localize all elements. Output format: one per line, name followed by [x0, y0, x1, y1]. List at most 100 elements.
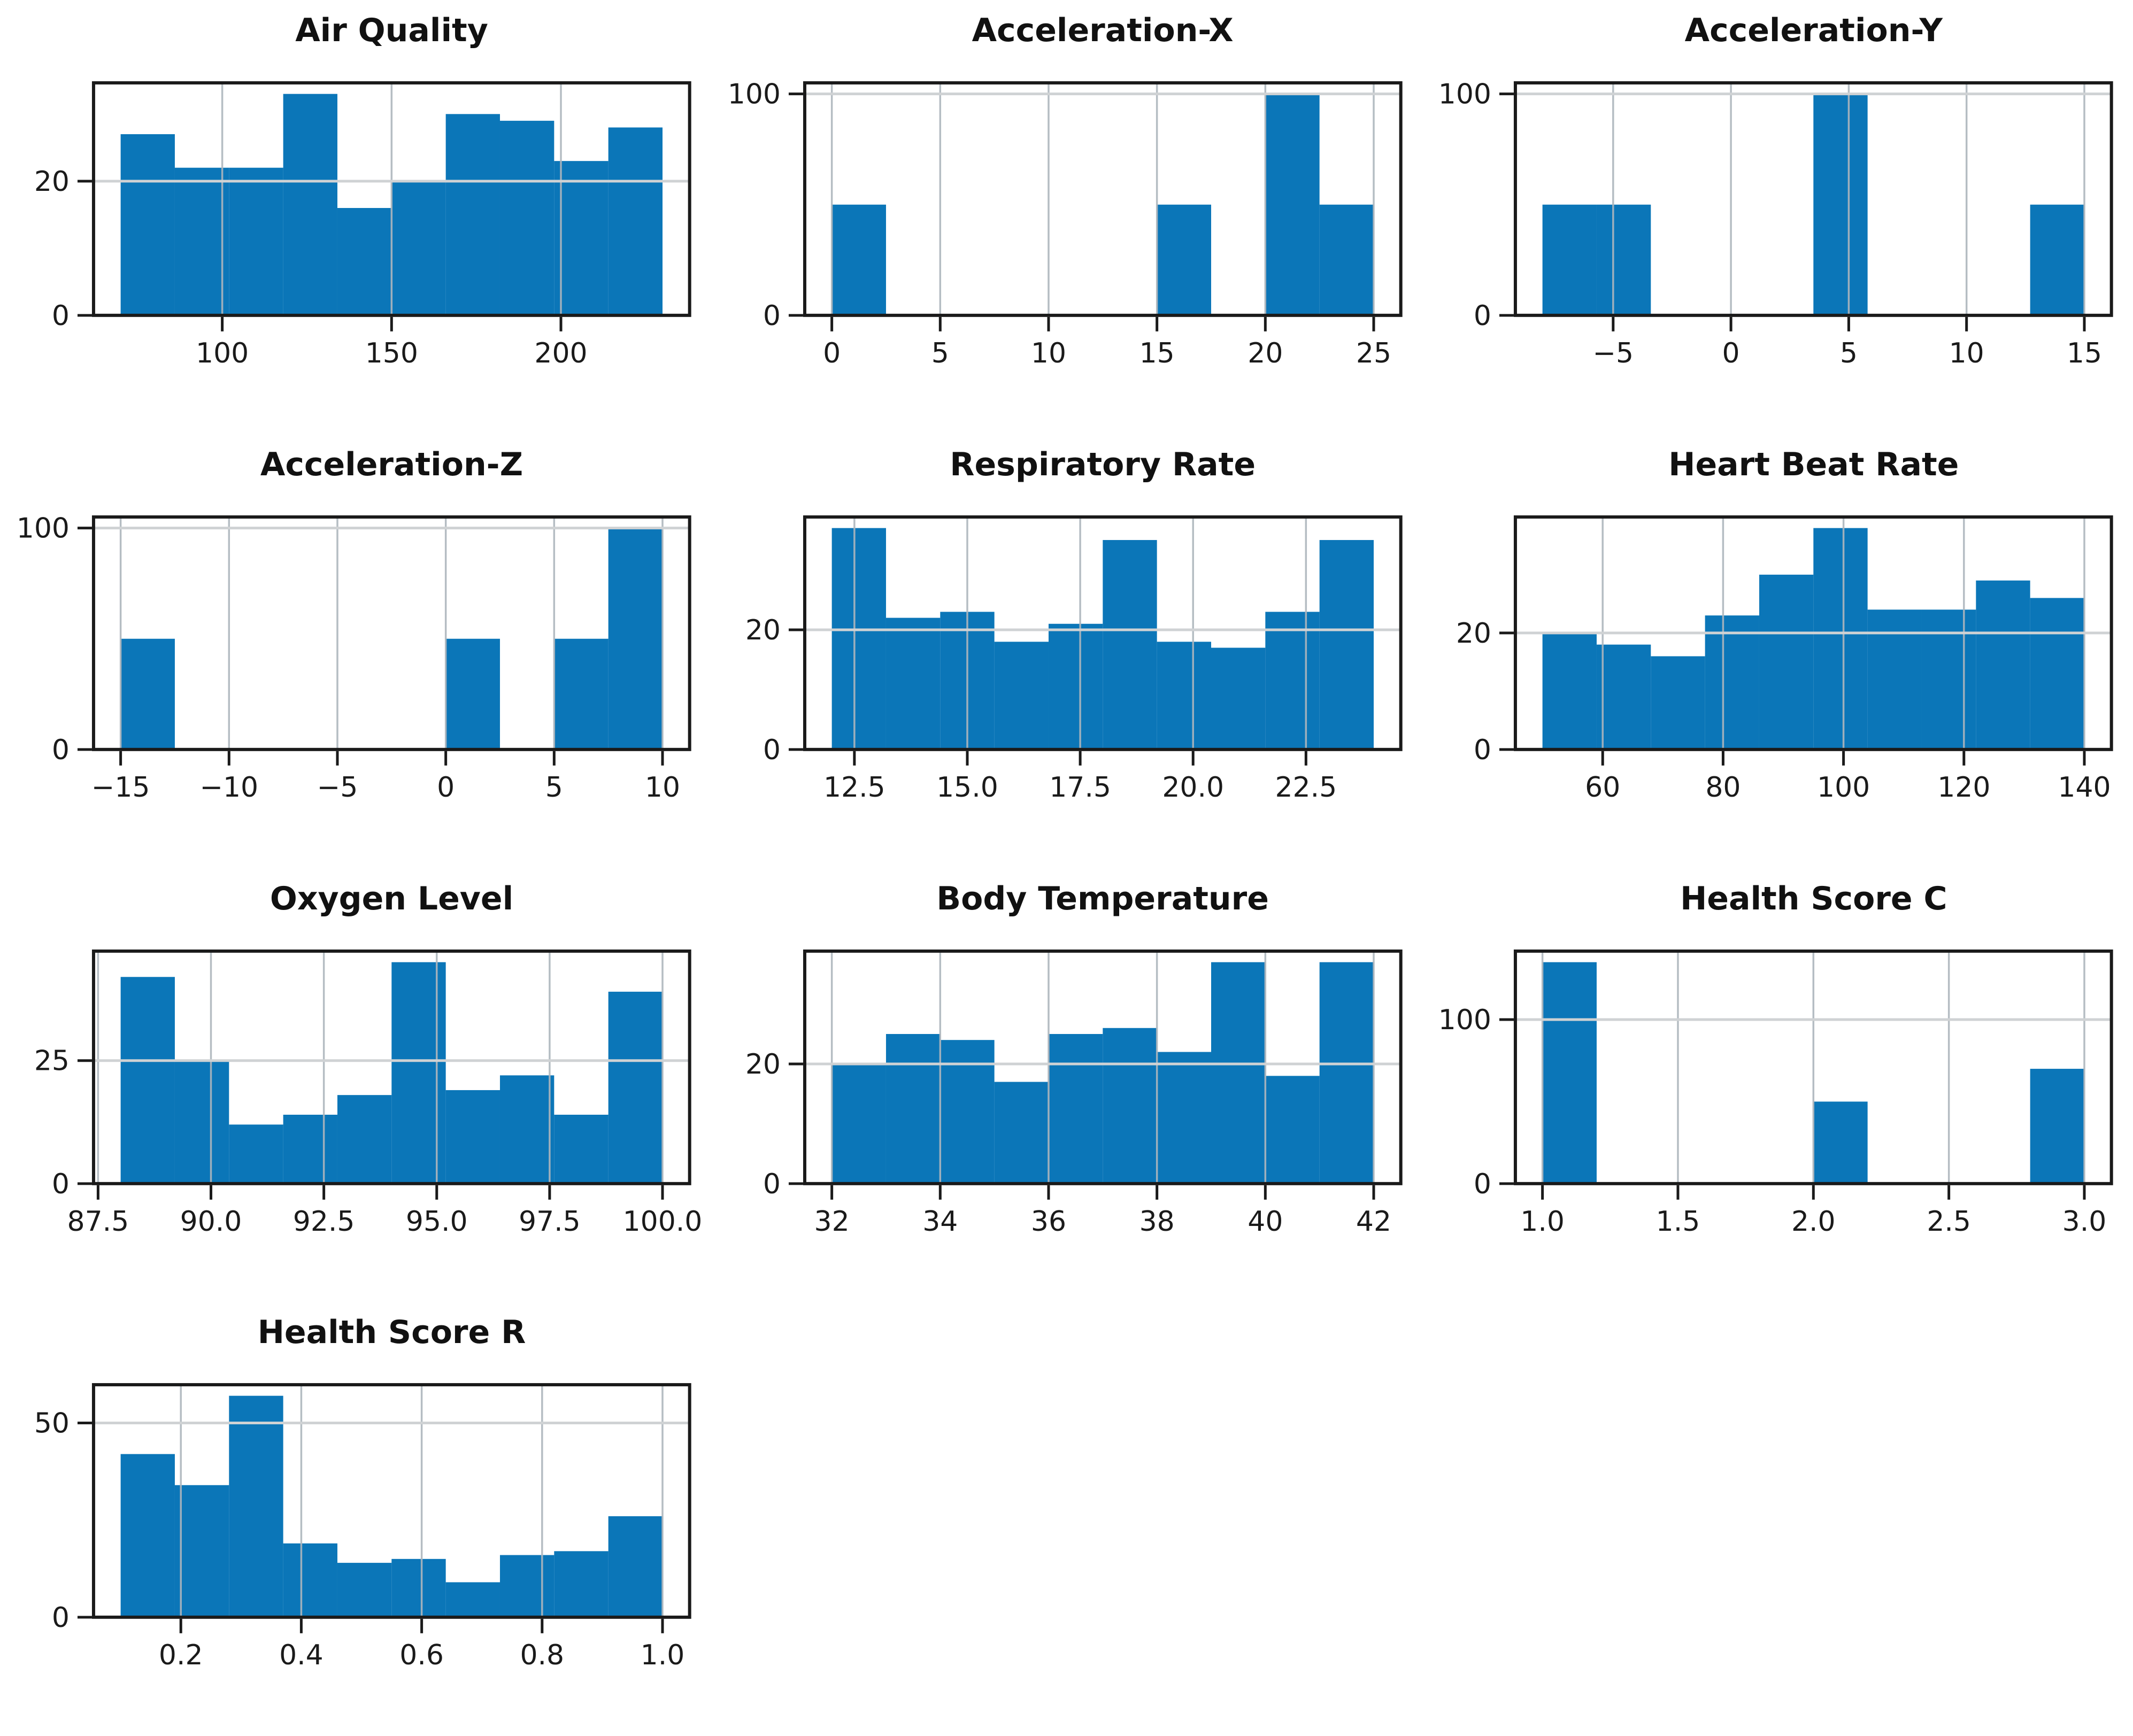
x-tick-label: 20.0	[1162, 771, 1224, 804]
axes-spines	[91, 949, 691, 1185]
hist-bar	[120, 1454, 175, 1618]
gridlines	[804, 82, 1401, 315]
chart-canvas: 0.2 0.4 0.6 0.8 1.0 0 50	[34, 1383, 691, 1671]
chart-title: Acceleration-Z	[260, 445, 523, 483]
y-tick-label: 25	[34, 1045, 70, 1077]
x-tick-label: 100	[1817, 771, 1870, 804]
hist-bar	[831, 528, 886, 750]
hist-bar	[1319, 204, 1374, 315]
hist-bar	[2030, 204, 2085, 315]
x-tick-label: 2.0	[1791, 1205, 1836, 1237]
histogram-air-quality: Air Quality 100 150 200 0 20	[0, 0, 711, 434]
hist-bar	[554, 1551, 609, 1618]
empty-cell	[1422, 1302, 2133, 1736]
x-tick-label: 140	[2058, 771, 2111, 804]
hist-bar	[1705, 615, 1760, 750]
hist-bar	[1102, 1028, 1157, 1184]
x-tick-label: −5	[1593, 337, 1634, 369]
ticks: 100 150 200 0 20	[34, 166, 588, 369]
y-tick-label: 50	[34, 1408, 70, 1440]
gridlines	[804, 516, 1401, 750]
hist-bar	[940, 1039, 995, 1184]
gridlines	[93, 1385, 690, 1618]
y-tick-label: 0	[763, 1168, 781, 1200]
hist-bar	[337, 1563, 392, 1618]
hist-bar	[120, 638, 175, 750]
hist-bar	[283, 1114, 337, 1184]
x-tick-label: 32	[814, 1205, 849, 1237]
hist-bar	[1048, 623, 1103, 750]
hist-bar	[1867, 609, 1922, 750]
hist-bar	[499, 1555, 555, 1618]
bars	[831, 528, 1374, 750]
x-tick-label: 100	[196, 337, 249, 369]
histogram-health-score-r: Health Score R 0.2 0.4 0.6 0.8 1.0 0 50	[0, 1302, 711, 1736]
hist-bar	[174, 1485, 229, 1618]
hist-bar	[608, 991, 663, 1184]
hist-bar	[1922, 609, 1976, 750]
hist-bar	[499, 1075, 555, 1184]
y-tick-label: 0	[52, 1602, 70, 1634]
hist-bar	[1976, 580, 2030, 750]
x-tick-label: 5	[545, 771, 563, 804]
x-tick-label: 5	[931, 337, 949, 369]
hist-bar	[283, 94, 337, 315]
hist-bar	[1759, 574, 1814, 750]
x-tick-label: 0	[1722, 337, 1740, 369]
chart-title: Body Temperature	[936, 879, 1269, 917]
hist-bar	[445, 1582, 500, 1618]
y-tick-label: 0	[1474, 1168, 1491, 1200]
x-tick-label: 5	[1840, 337, 1858, 369]
x-tick-label: 100.0	[623, 1205, 703, 1237]
x-tick-label: 0.2	[159, 1639, 203, 1671]
bars	[120, 962, 663, 1184]
hist-bar	[229, 1124, 283, 1184]
ticks: 0 5 10 15 20 25 0 100	[727, 79, 1391, 369]
histogram-health-score-c: Health Score C 1.0 1.5 2.0 2.5 3.0 0 100	[1422, 868, 2133, 1302]
hist-bar	[1157, 204, 1211, 315]
x-tick-label: 36	[1031, 1205, 1066, 1237]
axes-spines	[1514, 515, 2113, 751]
hist-bar	[391, 181, 446, 315]
chart-canvas: 60 80 100 120 140 0 20	[1456, 515, 2113, 804]
hist-bar	[1542, 962, 1597, 1184]
hist-bar	[229, 1395, 283, 1618]
x-tick-label: 0	[437, 771, 455, 804]
x-tick-label: 22.5	[1275, 771, 1337, 804]
histogram-heart-beat-rate: Heart Beat Rate 60 80 100 120 140 0 20	[1422, 434, 2133, 868]
y-tick-label: 0	[52, 300, 70, 332]
x-tick-label: 15.0	[936, 771, 998, 804]
hist-bar	[1265, 612, 1320, 750]
x-tick-label: 0.8	[520, 1639, 564, 1671]
hist-bar	[1319, 962, 1374, 1184]
bars	[120, 1395, 663, 1618]
chart-canvas: 100 150 200 0 20	[34, 81, 691, 369]
x-tick-label: 42	[1356, 1205, 1391, 1237]
hist-bar	[2030, 1068, 2085, 1184]
ticks: 87.5 90.0 92.5 95.0 97.5 100.0 0 25	[34, 1045, 703, 1237]
ticks: 60 80 100 120 140 0 20	[1456, 618, 2111, 804]
axes-spines	[91, 515, 691, 751]
ticks: 0.2 0.4 0.6 0.8 1.0 0 50	[34, 1408, 685, 1671]
x-tick-label: 0.4	[279, 1639, 324, 1671]
x-tick-label: 40	[1248, 1205, 1283, 1237]
x-tick-label: 0	[823, 337, 841, 369]
axes-spines	[803, 949, 1403, 1185]
ticks: 12.5 15.0 17.5 20.0 22.5 0 20	[745, 614, 1336, 804]
y-tick-label: 20	[1456, 618, 1491, 650]
histogram-acceleration-y: Acceleration-Y −5 0 5 10 15 0 100	[1422, 0, 2133, 434]
hist-bar	[554, 161, 609, 315]
axes-spines	[91, 81, 691, 317]
histogram-acceleration-z: Acceleration-Z −15 −10 −5 0 5 10 0 100	[0, 434, 711, 868]
chart-title: Respiratory Rate	[950, 445, 1256, 483]
hist-bar	[1211, 962, 1265, 1184]
y-tick-label: 100	[1438, 1004, 1491, 1036]
x-tick-label: 38	[1139, 1205, 1174, 1237]
hist-bar	[1265, 1075, 1320, 1184]
x-tick-label: 15	[1139, 337, 1174, 369]
hist-bar	[608, 127, 663, 315]
hist-bar	[994, 1082, 1049, 1184]
x-tick-label: 20	[1248, 337, 1283, 369]
